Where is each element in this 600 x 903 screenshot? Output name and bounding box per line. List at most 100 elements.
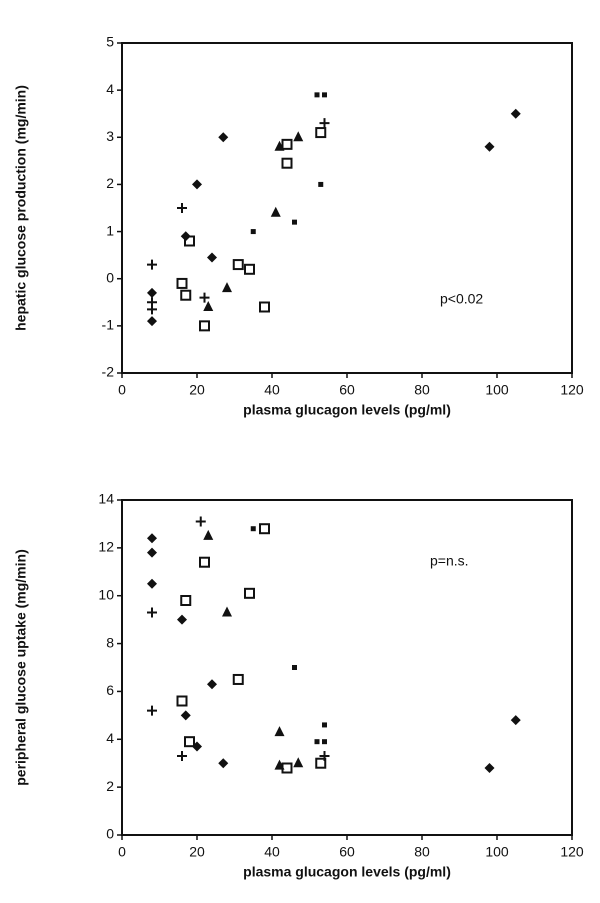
triangle-point bbox=[274, 759, 285, 770]
x-tick-label: 20 bbox=[189, 844, 205, 860]
diamond-point bbox=[510, 108, 521, 119]
y-tick-label: 1 bbox=[106, 222, 114, 238]
small-square-point bbox=[292, 219, 297, 225]
triangle-point bbox=[203, 301, 214, 311]
x-tick-label: 20 bbox=[189, 382, 205, 398]
open-square-point bbox=[199, 556, 210, 568]
y-tick-label: 5 bbox=[106, 34, 114, 50]
triangle-point bbox=[203, 529, 214, 540]
open-square-point bbox=[199, 320, 210, 332]
y-tick-label: 6 bbox=[106, 682, 114, 698]
diamond-point bbox=[484, 763, 495, 773]
diamond-point bbox=[510, 715, 521, 726]
y-tick-label: 10 bbox=[98, 586, 114, 602]
x-tick-label: 60 bbox=[339, 844, 355, 860]
small-square-point bbox=[292, 665, 297, 670]
plus-point bbox=[177, 751, 187, 762]
diamond-point bbox=[147, 533, 157, 544]
y-tick-label: 8 bbox=[106, 634, 114, 650]
diamond-point bbox=[180, 710, 191, 721]
open-square-point bbox=[244, 587, 255, 599]
x-tick-label: 100 bbox=[485, 844, 509, 860]
open-square-point bbox=[184, 235, 195, 247]
x-axis-label: plasma glucagon levels (pg/ml) bbox=[243, 864, 451, 880]
y-tick-label: 2 bbox=[106, 175, 114, 191]
small-square-point bbox=[318, 181, 324, 187]
triangle-point bbox=[274, 726, 285, 737]
y-tick-label: 12 bbox=[98, 539, 114, 555]
open-square-point bbox=[180, 289, 192, 301]
x-tick-label: 120 bbox=[560, 382, 584, 398]
open-square-point bbox=[281, 157, 293, 169]
diamond-point bbox=[218, 758, 229, 769]
y-tick-label: 3 bbox=[106, 128, 114, 144]
open-square-point bbox=[259, 301, 270, 313]
small-square-point bbox=[322, 92, 327, 98]
x-tick-label: 40 bbox=[264, 844, 280, 860]
diamond-point bbox=[207, 252, 217, 263]
open-square-point bbox=[184, 736, 195, 748]
triangle-point bbox=[293, 131, 304, 142]
open-square-point bbox=[176, 695, 188, 707]
x-tick-label: 80 bbox=[414, 844, 430, 860]
y-tick-label: 14 bbox=[98, 491, 114, 507]
y-tick-label: -2 bbox=[102, 364, 115, 380]
small-square-point bbox=[250, 526, 256, 532]
plus-point bbox=[319, 118, 330, 129]
x-tick-label: 0 bbox=[118, 844, 126, 860]
diamond-point bbox=[484, 141, 495, 152]
plot-frame bbox=[121, 42, 573, 374]
diamond-point bbox=[147, 287, 157, 298]
small-square-point bbox=[314, 739, 320, 745]
y-tick-label: 4 bbox=[106, 730, 114, 746]
open-square-point bbox=[315, 757, 327, 769]
x-axis-label: plasma glucagon levels (pg/ml) bbox=[243, 402, 451, 418]
triangle-point bbox=[222, 282, 232, 293]
diamond-point bbox=[147, 547, 157, 558]
open-square-point bbox=[176, 277, 188, 289]
y-tick-label: 0 bbox=[106, 269, 114, 285]
diamond-point bbox=[147, 578, 157, 589]
triangle-point bbox=[270, 206, 281, 217]
plus-point bbox=[147, 259, 157, 270]
y-axis-label: peripheral glucose uptake (mg/min) bbox=[13, 549, 29, 786]
plus-point bbox=[147, 607, 157, 618]
y-tick-label: 2 bbox=[106, 778, 114, 794]
open-square-point bbox=[244, 263, 255, 275]
y-tick-label: 0 bbox=[106, 826, 114, 842]
x-tick-label: 40 bbox=[264, 382, 280, 398]
diamond-point bbox=[207, 679, 217, 690]
x-tick-label: 120 bbox=[560, 844, 584, 860]
plus-point bbox=[147, 705, 157, 716]
y-tick-label: 4 bbox=[106, 81, 114, 97]
annotation: p<0.02 bbox=[440, 291, 483, 307]
triangle-point bbox=[293, 757, 304, 768]
plot-frame bbox=[121, 499, 573, 836]
triangle-point bbox=[222, 606, 232, 617]
open-square-point bbox=[281, 762, 293, 774]
diamond-point bbox=[147, 316, 157, 327]
y-tick-label: -1 bbox=[102, 317, 115, 333]
x-tick-label: 80 bbox=[414, 382, 430, 398]
x-tick-label: 60 bbox=[339, 382, 355, 398]
diamond-point bbox=[218, 132, 229, 143]
small-square-point bbox=[322, 722, 327, 728]
plus-point bbox=[177, 203, 187, 213]
annotation: p=n.s. bbox=[430, 553, 469, 569]
y-axis-label: hepatic glucose production (mg/min) bbox=[13, 85, 29, 331]
plus-point bbox=[195, 516, 206, 527]
diamond-point bbox=[192, 179, 202, 190]
small-square-point bbox=[314, 92, 320, 98]
open-square-point bbox=[232, 673, 244, 685]
plus-point bbox=[199, 292, 210, 303]
open-square-point bbox=[232, 259, 244, 271]
open-square-point bbox=[281, 138, 293, 150]
small-square-point bbox=[322, 739, 327, 745]
open-square-point bbox=[259, 523, 270, 535]
x-tick-label: 0 bbox=[118, 382, 126, 398]
open-square-point bbox=[180, 595, 192, 606]
plus-point bbox=[147, 304, 157, 315]
open-square-point bbox=[315, 127, 327, 139]
diamond-point bbox=[177, 614, 187, 625]
